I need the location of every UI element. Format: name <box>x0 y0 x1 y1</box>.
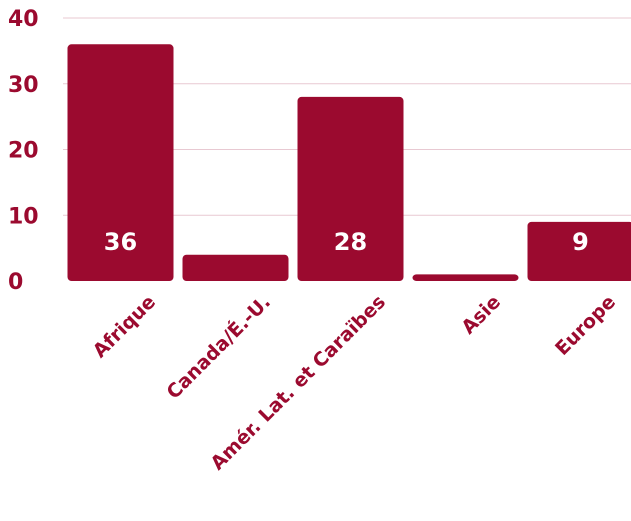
value-label-5: 9 <box>572 228 589 256</box>
bar-5[interactable] <box>527 221 631 281</box>
value-label-1: 36 <box>104 228 137 256</box>
value-label-4: 1 <box>457 228 474 256</box>
y-tick-label-20: 20 <box>8 139 39 164</box>
bar-4[interactable] <box>412 274 519 281</box>
y-tick-label-30: 30 <box>8 73 39 98</box>
x-category-label-2: Canada/É.-U. <box>162 290 275 403</box>
value-label-2: 4 <box>227 228 244 256</box>
bar-3[interactable] <box>297 96 404 282</box>
y-axis-tick-labels: 0 10 20 30 40 <box>8 7 39 295</box>
y-tick-label-10: 10 <box>8 204 39 229</box>
x-category-label-5: Europe <box>551 291 620 360</box>
y-tick-label-40: 40 <box>8 7 39 32</box>
x-category-label-4: Asie <box>457 291 505 339</box>
x-category-label-1: Afrique <box>89 291 160 362</box>
bar-1[interactable] <box>67 44 174 281</box>
y-tick-label-0: 0 <box>8 270 23 295</box>
value-label-3: 28 <box>334 228 367 256</box>
x-axis-category-labels: Afrique Canada/É.-U.Amér. Lat. et Caraïbe… <box>89 290 620 474</box>
bars-layer <box>67 44 631 282</box>
value-labels-layer: 36 4 28 1 9 <box>104 228 589 256</box>
bar-2[interactable] <box>182 254 289 281</box>
